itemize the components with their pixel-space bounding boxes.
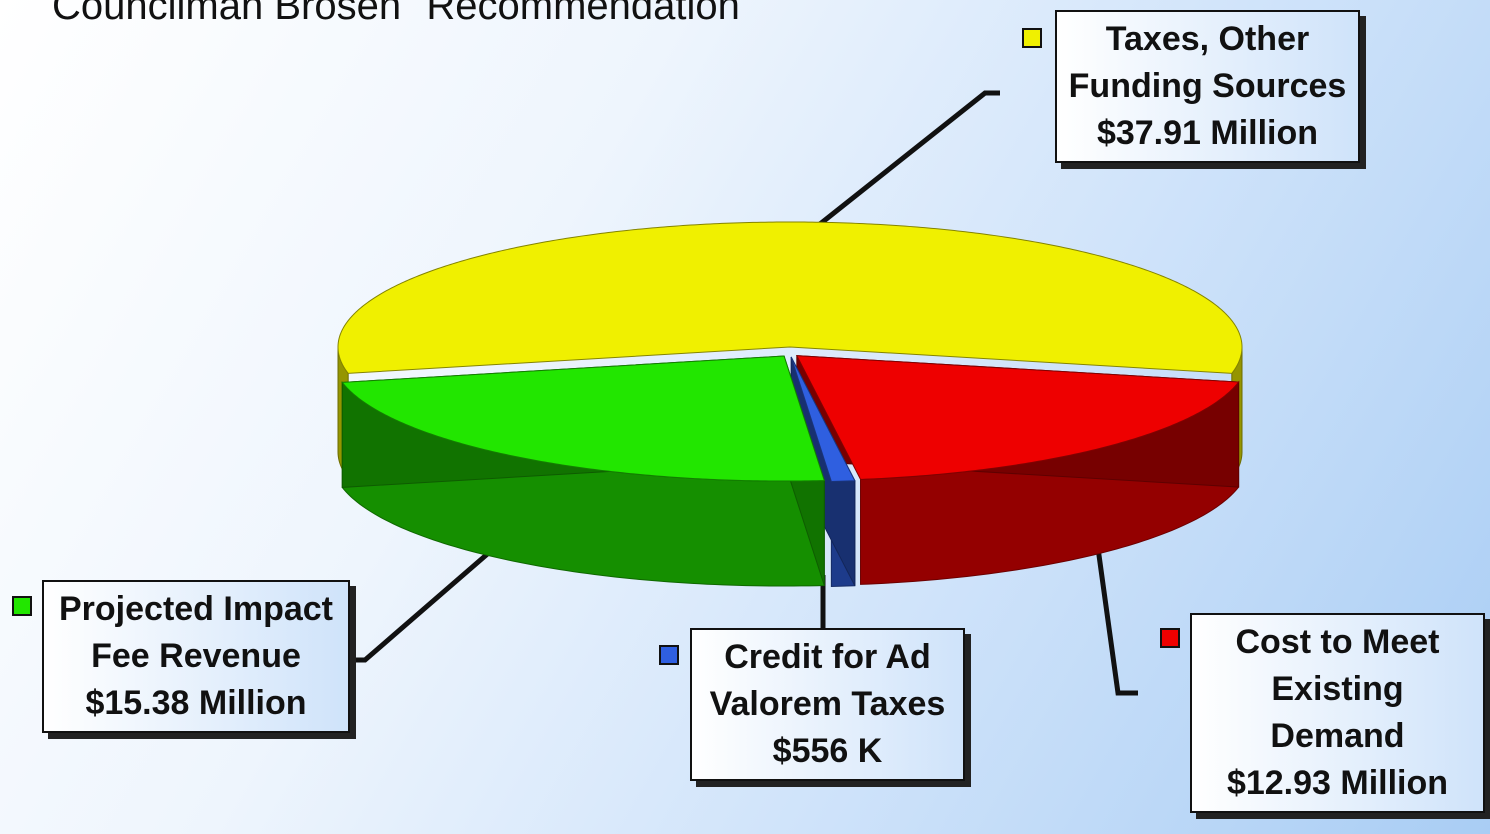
slice (790, 356, 856, 482)
slice (795, 355, 1240, 480)
data-label-box: Credit for Ad Valorem Taxes $556 K (690, 628, 965, 781)
slice (341, 355, 825, 482)
data-label-box: Cost to Meet Existing Demand $12.93 Milli… (1190, 613, 1485, 813)
value-label: $556 K (772, 732, 883, 770)
chart-title: Councilman Brosen" Recommendation (52, 0, 740, 28)
category-label: Taxes, Other Funding Sources (1068, 20, 1347, 105)
slice-tops (337, 221, 1243, 482)
data-label-box: Taxes, Other Funding Sources $37.91 Milli… (1055, 10, 1360, 163)
legend-swatch (659, 645, 679, 665)
value-label: $12.93 Million (1226, 764, 1449, 802)
category-label: Cost to Meet Existing Demand (1235, 623, 1440, 755)
category-label: Credit for Ad Valorem Taxes (709, 638, 946, 723)
value-label: $37.91 Million (1096, 114, 1319, 152)
legend-swatch (1160, 628, 1180, 648)
category-label: Projected Impact Fee Revenue (59, 590, 333, 675)
leader-line (813, 90, 1000, 230)
data-label-box: Projected Impact Fee Revenue $15.38 Milli… (42, 580, 350, 733)
legend-swatch (1022, 28, 1042, 48)
value-label: $15.38 Million (85, 684, 307, 722)
legend-swatch (12, 596, 32, 616)
slice (337, 221, 1243, 374)
leader-line (1095, 547, 1138, 696)
leader-line (350, 548, 494, 663)
